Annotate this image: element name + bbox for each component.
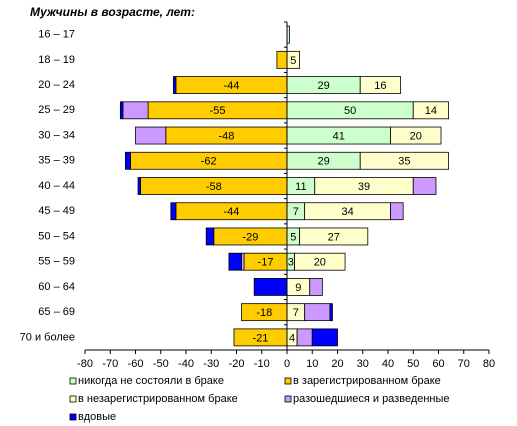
legend-swatch xyxy=(69,395,77,403)
y-tick-label: 30 – 34 xyxy=(38,129,75,141)
x-tick-label: 40 xyxy=(382,358,394,370)
bar-segment xyxy=(125,151,131,170)
bar-segment xyxy=(390,202,404,221)
bar-segment xyxy=(205,227,215,246)
data-label: -58 xyxy=(206,181,222,193)
x-tick-label: -20 xyxy=(229,358,245,370)
data-label: 27 xyxy=(328,231,340,243)
x-tick-label: -30 xyxy=(203,358,219,370)
y-tick-label: 50 – 54 xyxy=(38,230,75,242)
data-label: 3 xyxy=(288,257,294,269)
x-tick-label: -60 xyxy=(128,358,144,370)
bar-segment xyxy=(390,126,442,145)
legend-swatch xyxy=(284,395,292,403)
bar-segment xyxy=(172,76,177,94)
data-label: -44 xyxy=(223,80,239,92)
y-tick-label: 60 – 64 xyxy=(38,281,75,293)
legend-swatch xyxy=(69,377,77,385)
x-tick-label: -40 xyxy=(178,358,194,370)
bar-segment xyxy=(122,101,149,120)
x-tick-label: 60 xyxy=(432,358,444,370)
bar-segment xyxy=(294,252,346,271)
data-label: 4 xyxy=(289,332,295,344)
bar-segment xyxy=(296,328,313,347)
x-tick-label: -50 xyxy=(153,358,169,370)
data-label: -18 xyxy=(256,307,272,319)
x-tick-label: 50 xyxy=(407,358,419,370)
bar-segment xyxy=(304,303,331,322)
data-label: -17 xyxy=(258,257,274,269)
y-tick-label: 55 – 59 xyxy=(38,256,75,268)
data-label: 16 xyxy=(374,80,386,92)
data-label: 20 xyxy=(410,130,422,142)
bar-segment xyxy=(276,50,288,69)
data-label: 14 xyxy=(425,105,437,117)
bar-segment xyxy=(119,101,124,120)
data-label: 29 xyxy=(317,156,329,168)
data-label: 35 xyxy=(398,156,410,168)
bar-segment xyxy=(359,151,450,170)
bar-segment xyxy=(359,76,402,94)
x-tick-label: 20 xyxy=(331,358,343,370)
data-label: -55 xyxy=(210,105,226,117)
data-label: 34 xyxy=(341,206,353,218)
data-label: 50 xyxy=(344,105,356,117)
x-tick-label: 0 xyxy=(284,358,290,370)
legend-label: в зарегистрированном браке xyxy=(293,375,441,387)
legend-swatch xyxy=(284,377,292,385)
bar-segment xyxy=(412,101,449,120)
data-label: -29 xyxy=(242,231,258,243)
y-tick-label: 70 и более xyxy=(20,331,75,343)
legend-label: разошедшиеся и разведенные xyxy=(293,393,450,405)
x-tick-label: 30 xyxy=(357,358,369,370)
data-label: 7 xyxy=(293,206,299,218)
data-label: 11 xyxy=(295,181,306,193)
y-tick-label: 18 – 19 xyxy=(38,54,75,66)
bar-segment xyxy=(137,177,141,195)
data-label: -62 xyxy=(201,156,217,168)
bar-segment xyxy=(311,328,338,347)
data-label: 41 xyxy=(333,130,345,142)
data-label: 7 xyxy=(293,307,299,319)
data-label: 20 xyxy=(314,257,326,269)
bar-segment xyxy=(228,252,242,271)
data-label: -21 xyxy=(253,332,269,344)
x-tick-label: 70 xyxy=(458,358,470,370)
bar-segment xyxy=(309,278,323,296)
y-tick-label: 65 – 69 xyxy=(38,306,75,318)
legend-label: в незарегистрированном браке xyxy=(78,393,238,405)
bar-segment xyxy=(170,202,177,221)
data-label: 9 xyxy=(295,282,301,294)
legend-label: вдовые xyxy=(78,411,116,423)
data-label: 29 xyxy=(317,80,329,92)
y-tick-label: 20 – 24 xyxy=(38,79,75,91)
data-label: 5 xyxy=(290,231,296,243)
y-tick-label: 16 – 17 xyxy=(38,29,75,41)
legend-label: никогда не состояли в браке xyxy=(78,375,224,387)
y-tick-label: 45 – 49 xyxy=(38,205,75,217)
y-tick-label: 25 – 29 xyxy=(38,104,75,116)
chart-title: Мужчины в возрасте, лет: xyxy=(30,5,195,19)
bar-segment xyxy=(329,303,333,322)
bar-segment xyxy=(253,278,288,296)
x-tick-label: -10 xyxy=(254,358,270,370)
data-label: 5 xyxy=(290,55,296,67)
bar-segment xyxy=(299,227,369,246)
bar-segment xyxy=(135,126,167,145)
bar-segment xyxy=(412,177,437,195)
data-label: -44 xyxy=(223,206,239,218)
x-tick-label: -80 xyxy=(77,358,93,370)
legend-swatch xyxy=(69,413,77,421)
y-tick-label: 35 – 39 xyxy=(38,155,75,167)
x-tick-label: 10 xyxy=(306,358,318,370)
x-tick-label: 80 xyxy=(483,358,495,370)
data-label: 39 xyxy=(358,181,370,193)
data-label: -48 xyxy=(218,130,234,142)
x-tick-label: -70 xyxy=(102,358,118,370)
y-tick-label: 40 – 44 xyxy=(38,180,75,192)
